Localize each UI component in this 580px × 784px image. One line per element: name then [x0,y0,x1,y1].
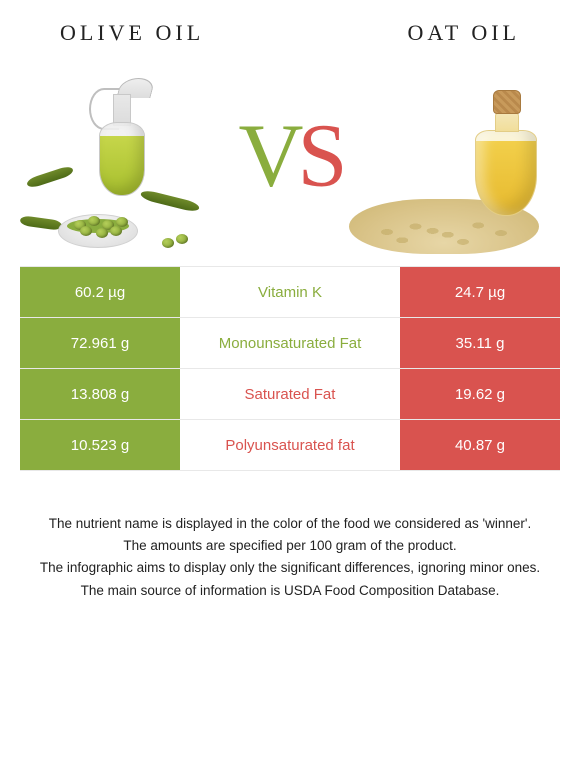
comparison-table: 60.2 µgVitamin K24.7 µg72.961 gMonounsat… [20,266,560,471]
footnotes: The nutrient name is displayed in the co… [30,515,550,600]
footnote-line: The nutrient name is displayed in the co… [30,515,550,533]
left-image [10,66,230,256]
footnote-line: The main source of information is USDA F… [30,582,550,600]
infographic-root: OLIVE OIL OAT OIL [0,0,580,600]
nutrient-label: Polyunsaturated fat [180,420,400,470]
nutrient-label: Saturated Fat [180,369,400,419]
left-title: OLIVE OIL [60,20,204,46]
left-value: 60.2 µg [20,267,180,317]
table-row: 72.961 gMonounsaturated Fat35.11 g [20,318,560,369]
hero-row: VS [20,66,560,256]
oat-oil-illustration [355,76,565,256]
right-value: 40.87 g [400,420,560,470]
left-value: 13.808 g [20,369,180,419]
right-value: 19.62 g [400,369,560,419]
right-value: 35.11 g [400,318,560,368]
right-value: 24.7 µg [400,267,560,317]
nutrient-label: Vitamin K [180,267,400,317]
vs-s: S [297,106,341,205]
table-row: 10.523 gPolyunsaturated fat40.87 g [20,420,560,471]
vs-label: VS [238,104,341,207]
right-title: OAT OIL [407,20,520,46]
left-value: 10.523 g [20,420,180,470]
title-row: OLIVE OIL OAT OIL [20,10,560,66]
olive-oil-illustration [20,76,220,256]
table-row: 13.808 gSaturated Fat19.62 g [20,369,560,420]
vs-v: V [238,106,297,205]
footnote-line: The infographic aims to display only the… [30,559,550,577]
table-row: 60.2 µgVitamin K24.7 µg [20,267,560,318]
right-image [350,66,570,256]
footnote-line: The amounts are specified per 100 gram o… [30,537,550,555]
left-value: 72.961 g [20,318,180,368]
nutrient-label: Monounsaturated Fat [180,318,400,368]
